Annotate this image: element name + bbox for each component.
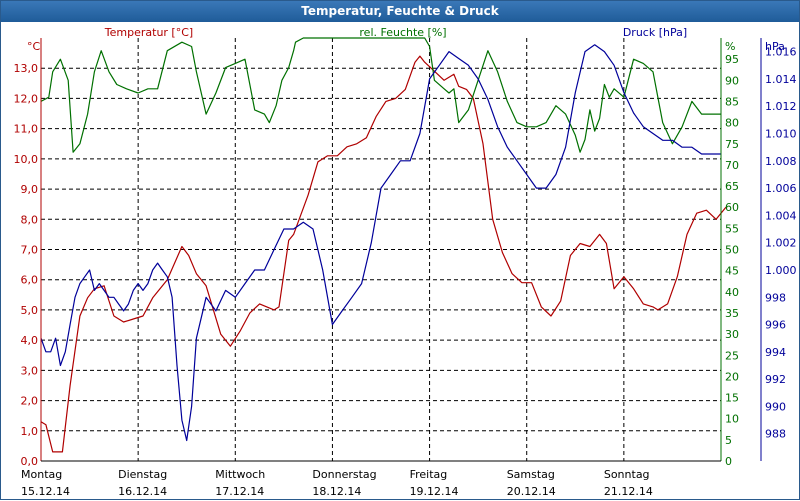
x-tick-date-label: 16.12.14 (118, 485, 167, 498)
pressure-tick-label: 996 (765, 319, 786, 332)
humidity-tick-label: 30 (725, 328, 739, 341)
temperature-tick-label: 0,0 (21, 455, 39, 468)
temperature-tick-label: 11,0 (14, 123, 39, 136)
temperature-tick-label: 7,0 (21, 244, 39, 257)
temperature-tick-label: 1,0 (21, 425, 39, 438)
humidity-axis-unit: % (725, 40, 735, 53)
humidity-tick-label: 5 (725, 434, 732, 447)
humidity-tick-label: 95 (725, 53, 739, 66)
x-tick-day-label: Donnerstag (312, 468, 376, 481)
temperature-axis-unit: °C (27, 40, 41, 53)
humidity-tick-label: 40 (725, 286, 739, 299)
x-tick-date-label: 21.12.14 (604, 485, 653, 498)
temperature-tick-label: 4,0 (21, 334, 39, 347)
humidity-tick-label: 85 (725, 95, 739, 108)
humidity-tick-label: 80 (725, 117, 739, 130)
x-tick-day-label: Samstag (507, 468, 555, 481)
x-tick-date-label: 19.12.14 (410, 485, 459, 498)
pressure-tick-label: 1.016 (765, 46, 797, 59)
pressure-axis-unit: hPa (765, 40, 785, 53)
x-tick-date-label: 18.12.14 (312, 485, 361, 498)
pressure-tick-label: 1.008 (765, 155, 797, 168)
pressure-tick-label: 1.014 (765, 73, 797, 86)
pressure-line (40, 44, 721, 442)
temperature-tick-label: 3,0 (21, 364, 39, 377)
chart-title: Temperatur, Feuchte & Druck (1, 1, 799, 22)
pressure-tick-label: 1.000 (765, 264, 797, 277)
humidity-tick-label: 75 (725, 138, 739, 151)
x-tick-day-label: Dienstag (118, 468, 167, 481)
humidity-tick-label: 55 (725, 222, 739, 235)
x-tick-date-label: 20.12.14 (507, 485, 556, 498)
humidity-tick-label: 15 (725, 392, 739, 405)
temperature-tick-label: 9,0 (21, 183, 39, 196)
x-tick-date-label: 17.12.14 (215, 485, 264, 498)
axes (40, 38, 762, 462)
humidity-tick-label: 70 (725, 159, 739, 172)
humidity-tick-label: 20 (725, 370, 739, 383)
x-tick-day-label: Freitag (410, 468, 448, 481)
humidity-line (40, 37, 721, 153)
pressure-tick-label: 1.004 (765, 209, 797, 222)
humidity-tick-label: 60 (725, 201, 739, 214)
temperature-series-label: Temperatur [°C] (104, 26, 193, 39)
pressure-tick-label: 998 (765, 291, 786, 304)
pressure-tick-label: 988 (765, 428, 786, 441)
temperature-tick-label: 13,0 (14, 62, 39, 75)
pressure-series-label: Druck [hPa] (623, 26, 687, 39)
temperature-line (40, 55, 727, 453)
humidity-tick-label: 35 (725, 307, 739, 320)
pressure-tick-label: 990 (765, 400, 786, 413)
temperature-tick-label: 2,0 (21, 395, 39, 408)
humidity-tick-label: 0 (725, 455, 732, 468)
pressure-tick-label: 1.010 (765, 128, 797, 141)
pressure-tick-label: 1.002 (765, 237, 797, 250)
pressure-tick-label: 992 (765, 373, 786, 386)
pressure-tick-label: 1.006 (765, 182, 797, 195)
humidity-tick-label: 90 (725, 74, 739, 87)
humidity-tick-label: 65 (725, 180, 739, 193)
x-tick-day-label: Montag (21, 468, 62, 481)
temperature-tick-label: 12,0 (14, 92, 39, 105)
pressure-tick-label: 1.012 (765, 100, 797, 113)
humidity-tick-label: 25 (725, 349, 739, 362)
pressure-tick-label: 994 (765, 346, 786, 359)
grid (41, 38, 722, 461)
humidity-tick-label: 50 (725, 244, 739, 257)
humidity-tick-label: 45 (725, 265, 739, 278)
temperature-tick-label: 6,0 (21, 274, 39, 287)
x-tick-day-label: Mittwoch (215, 468, 265, 481)
series-layer (40, 37, 727, 453)
temperature-tick-label: 10,0 (14, 153, 39, 166)
x-tick-day-label: Sonntag (604, 468, 650, 481)
temperature-tick-label: 5,0 (21, 304, 39, 317)
humidity-tick-label: 10 (725, 413, 739, 426)
x-tick-date-label: 15.12.14 (21, 485, 70, 498)
humidity-series-label: rel. Feuchte [%] (359, 26, 446, 39)
temperature-tick-label: 8,0 (21, 213, 39, 226)
labels: 0,0 1,0 2,0 3,0 4,0 5,0 6,0 7,0 8,0 9,0 10,0 11,0 12… (14, 26, 797, 498)
